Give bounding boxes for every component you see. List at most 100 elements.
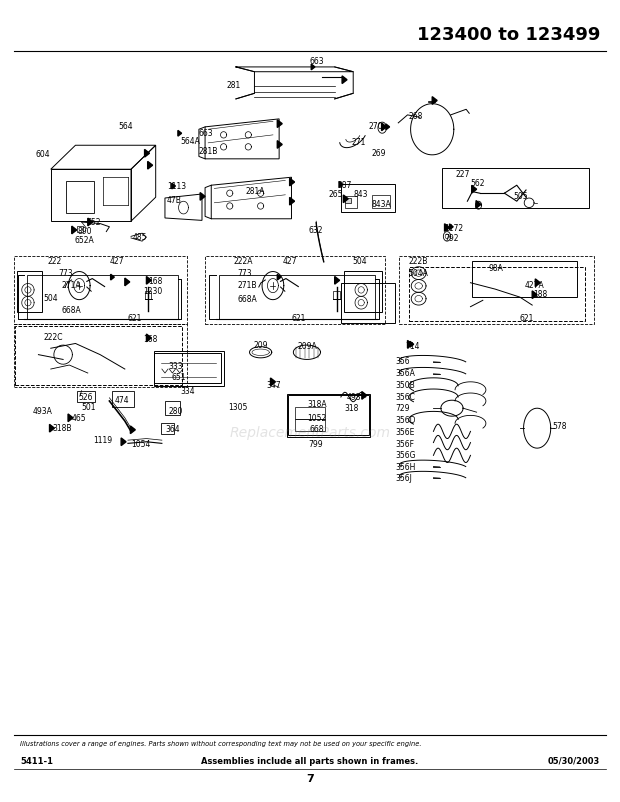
Text: 222B: 222B [409,257,428,265]
Bar [288,395,369,435]
Bar [342,283,394,322]
Text: 1119: 1119 [93,435,112,444]
Text: 668A: 668A [237,295,257,304]
Polygon shape [362,391,367,399]
Text: 562: 562 [471,179,485,188]
Text: 334: 334 [180,387,195,396]
Bar [334,290,340,298]
Text: 268: 268 [409,112,423,121]
Bar [372,195,390,208]
Text: 287: 287 [338,180,352,190]
Bar [345,196,357,208]
Polygon shape [88,218,93,226]
Bar [154,351,224,386]
Polygon shape [290,178,294,186]
Text: 5411-1: 5411-1 [20,756,53,766]
Bar [294,419,326,431]
Text: 1113: 1113 [167,182,186,192]
Bar [442,168,589,208]
Polygon shape [277,119,282,128]
Text: 1230: 1230 [143,287,162,296]
Text: 843: 843 [353,190,368,200]
Text: 356: 356 [395,358,410,367]
Polygon shape [407,340,412,348]
Polygon shape [339,181,343,188]
Bar [409,267,585,321]
Text: 318B: 318B [52,423,71,432]
Text: 465: 465 [71,414,86,423]
Polygon shape [68,414,73,422]
Text: 504: 504 [352,257,366,266]
Text: 356E: 356E [395,428,415,437]
Polygon shape [381,123,386,131]
Polygon shape [172,183,175,189]
Text: 427: 427 [109,257,124,265]
Polygon shape [146,334,151,342]
Polygon shape [125,278,130,286]
Polygon shape [290,197,294,205]
Text: 222A: 222A [234,257,253,265]
Text: 318: 318 [344,404,358,414]
Polygon shape [130,426,135,434]
Text: 281B: 281B [199,147,218,156]
Text: 578: 578 [552,422,567,431]
Polygon shape [110,274,114,280]
Text: 168: 168 [143,335,157,344]
Text: 651: 651 [171,372,185,382]
Text: 663: 663 [310,57,325,66]
Text: 714: 714 [405,342,420,351]
Bar [342,184,394,213]
Text: 281: 281 [227,81,241,90]
Text: 564: 564 [118,123,133,132]
Text: 364: 364 [165,425,180,434]
Polygon shape [472,185,477,193]
Text: 05/30/2003: 05/30/2003 [548,756,600,766]
Polygon shape [277,274,281,280]
Text: 356F: 356F [395,439,414,448]
Text: 47B: 47B [167,196,182,205]
Polygon shape [432,97,437,104]
Bar [15,326,182,385]
Bar [112,391,134,407]
Polygon shape [532,291,537,298]
Polygon shape [178,131,182,136]
Text: 1054: 1054 [131,440,151,449]
Polygon shape [200,192,205,200]
Text: 604: 604 [35,150,50,160]
Text: 504: 504 [43,294,58,303]
Text: 621: 621 [291,314,306,323]
Text: 356G: 356G [395,451,415,460]
Text: 799: 799 [308,440,323,449]
Text: 564A: 564A [180,137,200,146]
Text: 501: 501 [82,403,96,412]
Text: 504A: 504A [409,269,428,277]
Polygon shape [343,195,348,203]
Text: 792: 792 [445,234,459,243]
Bar [345,198,351,203]
Text: 333: 333 [168,363,183,371]
Text: 773: 773 [237,269,252,277]
Text: 621: 621 [128,314,143,323]
Bar [66,181,94,213]
Polygon shape [311,64,315,70]
Text: 1305: 1305 [229,403,248,412]
Text: 98A: 98A [489,264,504,273]
Text: Assemblies include all parts shown in frames.: Assemblies include all parts shown in fr… [202,756,418,766]
Text: 270: 270 [369,123,383,132]
Polygon shape [50,424,55,432]
Bar [219,275,376,318]
Text: 209: 209 [253,341,268,350]
Text: 505: 505 [514,192,528,200]
Text: 271B: 271B [237,282,257,290]
Text: 632: 632 [309,226,323,235]
Polygon shape [148,161,153,169]
Text: 843A: 843A [372,200,391,209]
Text: Illustrations cover a range of engines. Parts shown without corresponding text m: Illustrations cover a range of engines. … [20,741,422,747]
Text: 168: 168 [148,277,162,286]
Text: 188: 188 [533,290,547,299]
Text: 890: 890 [78,227,92,236]
Bar [161,423,174,434]
Bar [27,275,178,318]
Text: 271A: 271A [61,282,81,290]
Text: 493A: 493A [32,407,52,416]
